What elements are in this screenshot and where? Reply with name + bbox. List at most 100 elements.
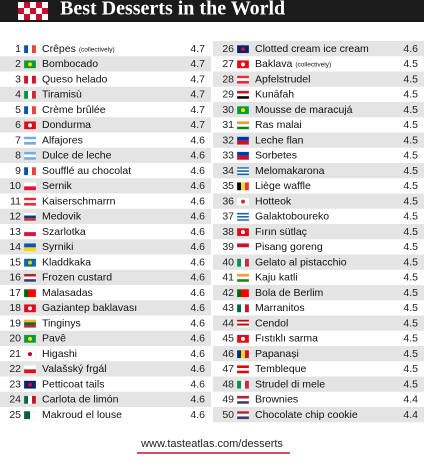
rating: 4.6 <box>190 333 205 345</box>
rank: 15 <box>9 256 21 268</box>
rating: 4.7 <box>190 73 205 85</box>
row-shade <box>0 361 211 377</box>
rank: 8 <box>15 150 21 162</box>
ranking-row: 13 Szarlotka 4.6 <box>9 226 205 238</box>
dessert-name: Pavê <box>42 333 66 345</box>
flag-stripe <box>237 121 249 125</box>
flag-stripe <box>24 232 36 237</box>
flag-emblem <box>241 47 245 52</box>
flag-border <box>236 288 250 298</box>
rating: 4.5 <box>403 195 418 207</box>
ranking-row: 12 Medovik 4.6 <box>0 208 211 224</box>
rank: 44 <box>222 317 234 329</box>
ranking-row: 44 Cendol 4.5 <box>213 315 424 331</box>
flag-emblem <box>241 336 245 341</box>
flag-stripe <box>237 170 249 172</box>
flag-border <box>236 365 250 374</box>
ranking-row: 34 Melomakarona 4.5 <box>213 163 424 179</box>
flag-stripe <box>237 323 249 326</box>
rank: 12 <box>9 211 21 223</box>
flag-stripe <box>24 395 28 404</box>
flag-stripe <box>24 411 30 420</box>
ranking-row: 24 Carlota de limón 4.6 <box>0 391 211 407</box>
dessert-name: Tembleque <box>255 363 307 375</box>
dessert-name: Fırın sütlaç <box>255 226 307 238</box>
row-shade <box>0 86 211 102</box>
header-band <box>0 0 424 22</box>
flag-emblem <box>28 336 32 341</box>
rating: 4.6 <box>190 272 205 284</box>
flag-stripe <box>24 167 28 176</box>
flag-border <box>236 273 250 283</box>
flag <box>236 75 250 84</box>
rank: 47 <box>222 363 234 375</box>
rating: 4.5 <box>403 165 418 177</box>
rank: 10 <box>9 180 21 192</box>
flag <box>236 273 250 283</box>
flag <box>236 151 250 161</box>
flag <box>236 380 250 389</box>
flag-stripe <box>237 243 249 248</box>
ranking-row: 27 Baklava (collectively) 4.5 <box>222 58 418 70</box>
flag-stripe <box>24 247 36 252</box>
flag <box>236 197 250 206</box>
flag <box>23 197 37 206</box>
rank: 24 <box>9 394 21 406</box>
rank: 14 <box>9 241 21 253</box>
flag <box>23 258 37 267</box>
flag-stripe <box>237 93 249 97</box>
flag-stripe <box>28 395 32 404</box>
rating: 4.5 <box>403 348 418 360</box>
flag-stripe <box>237 126 249 130</box>
flag <box>236 365 250 374</box>
rank: 9 <box>15 165 21 177</box>
flag-stripe <box>28 289 32 298</box>
flag-emblem <box>241 108 245 113</box>
ranking-row: 41 Kaju katli 4.5 <box>222 272 418 284</box>
flag <box>236 44 250 54</box>
dessert-name: Higashi <box>42 348 77 360</box>
ranking-row: 17 Malasadas 4.6 <box>9 287 205 299</box>
row-shade <box>213 193 424 209</box>
flag-border <box>23 75 37 84</box>
flag-border <box>23 319 37 328</box>
flag-stripe <box>32 75 36 84</box>
ranking-row: 4 Tiramisù 4.7 <box>0 86 211 102</box>
ranking-row: 36 Hotteok 4.5 <box>213 193 424 209</box>
dessert-name: Mousse de maracujá <box>255 104 353 116</box>
ranking-row: 48 Strudel di mele 4.5 <box>213 376 424 392</box>
dessert-name: Makroud el louse <box>42 409 122 421</box>
flag-stripe <box>24 151 36 155</box>
flag <box>236 319 250 328</box>
ranking-row: 40 Gelato al pistacchio 4.5 <box>213 254 424 270</box>
rating: 4.5 <box>403 134 418 146</box>
flag-border <box>23 395 37 405</box>
flag-stripe <box>245 380 249 389</box>
dessert-name: Pisang goreng <box>255 241 323 253</box>
dessert-name: Tiramisù <box>42 89 82 101</box>
row-shade <box>213 315 424 331</box>
flag <box>23 227 37 237</box>
flag-stripe <box>241 304 245 313</box>
row-shade <box>0 330 211 346</box>
rank: 46 <box>222 348 234 360</box>
dessert-name: Hotteok <box>255 195 292 207</box>
rank: 32 <box>222 134 234 146</box>
flag-border <box>236 304 250 313</box>
dessert-name: Brownies <box>255 394 298 406</box>
flag-stripe <box>237 80 249 84</box>
flag-border <box>23 44 37 54</box>
dessert-name: Szarlotka <box>42 226 86 238</box>
flag-stripe <box>237 216 249 218</box>
row-shade <box>213 224 424 240</box>
dessert-name: Fıstıklı sarma <box>255 333 318 345</box>
dessert-name: Gaziantep baklavası <box>42 302 137 314</box>
flag-stripe <box>241 182 245 191</box>
flag-border <box>236 212 250 222</box>
rank: 36 <box>222 195 234 207</box>
flag-border <box>236 243 250 252</box>
flag-stripe <box>237 319 249 322</box>
row-shade <box>213 376 424 392</box>
flag <box>23 151 37 161</box>
flag-stripe <box>237 167 249 169</box>
